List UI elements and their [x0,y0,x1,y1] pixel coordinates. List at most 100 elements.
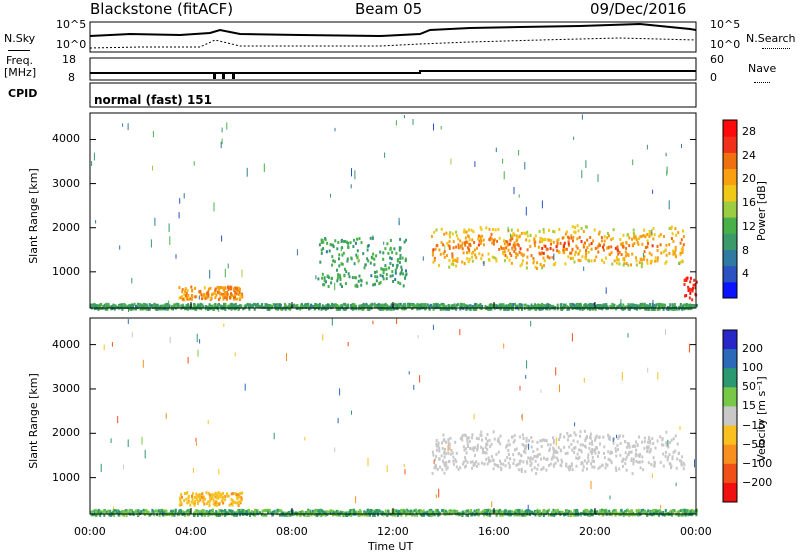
data-cell [401,511,404,515]
data-cell [497,440,500,444]
data-cell [665,260,668,264]
data-cell [481,304,484,308]
data-cell [339,510,342,514]
data-cell [233,289,236,293]
scatter-cell [244,383,246,391]
data-cell [217,288,220,292]
data-cell [373,263,376,267]
data-cell [395,509,398,513]
data-cell [208,303,211,307]
data-cell [388,266,391,270]
data-cell [495,259,498,263]
data-cell [332,245,335,249]
scatter-cell [688,343,690,353]
data-cell [196,510,199,514]
data-cell [649,230,651,234]
data-cell [220,499,223,503]
data-cell [431,250,434,254]
x-tick-label: 16:00 [478,525,510,538]
data-cell [595,434,598,438]
data-cell [624,451,627,455]
data-cell [514,302,516,306]
data-cell [346,305,349,309]
data-cell [563,245,565,248]
scatter-cell [334,447,336,453]
velocity-colorbar-tick: −200 [742,475,773,489]
data-cell [678,511,681,515]
velocity-ylabel: Slant Range [km] [27,373,40,469]
data-cell [513,241,516,245]
data-cell [530,461,533,465]
data-cell [105,510,108,514]
data-cell [249,513,251,517]
scatter-cell [355,496,357,504]
scatter-cell [502,158,504,164]
data-cell [667,455,670,459]
data-cell [616,255,618,259]
scatter-cell [331,318,333,326]
data-cell [464,465,466,469]
data-cell [153,513,156,517]
data-cell [695,510,698,514]
data-cell [95,304,98,307]
data-cell [559,241,562,245]
data-cell [420,303,422,307]
data-cell [692,283,695,287]
data-cell [500,247,503,250]
power-colorbar-frame [722,119,738,299]
data-cell [218,502,221,506]
data-cell [196,500,199,504]
data-cell [307,303,310,306]
data-cell [217,496,220,500]
data-cell [142,508,145,512]
data-cell [597,451,600,455]
data-cell [570,442,573,446]
scatter-cell [334,127,336,132]
data-cell [515,509,518,513]
data-cell [541,237,544,241]
data-cell [93,303,96,307]
data-cell [637,453,640,457]
data-cell [675,307,678,311]
data-cell [273,509,276,513]
scatter-cell [665,329,666,335]
velocity-colorbar-tick: 200 [742,342,763,356]
data-cell [448,233,451,237]
data-cell [200,307,203,311]
data-cell [239,294,242,298]
data-cell [492,467,495,471]
data-cell [224,498,227,502]
data-cell [471,255,474,259]
data-cell [471,460,474,464]
data-cell [578,235,581,239]
data-cell [421,302,424,306]
data-cell [279,303,281,307]
data-cell [591,456,594,459]
data-cell [207,287,210,291]
data-cell [296,511,298,515]
data-cell [491,255,494,259]
data-cell [445,451,448,455]
data-cell [584,305,587,309]
data-cell [113,513,116,517]
data-cell [237,293,240,296]
data-cell [581,443,584,447]
data-cell [222,491,225,495]
x-tick-label: 04:00 [175,525,207,538]
data-cell [672,239,675,243]
data-cell [181,495,183,499]
data-cell [93,509,96,513]
data-cell [587,513,589,517]
data-cell [611,237,614,240]
freq-spike [222,73,225,79]
data-cell [529,457,532,461]
data-cell [206,296,209,300]
data-cell [471,252,474,256]
data-cell [142,307,145,311]
data-cell [464,434,467,438]
data-cell [156,510,159,514]
data-cell [474,446,477,450]
data-cell [302,513,305,517]
data-cell [511,237,514,241]
data-cell [428,509,431,512]
